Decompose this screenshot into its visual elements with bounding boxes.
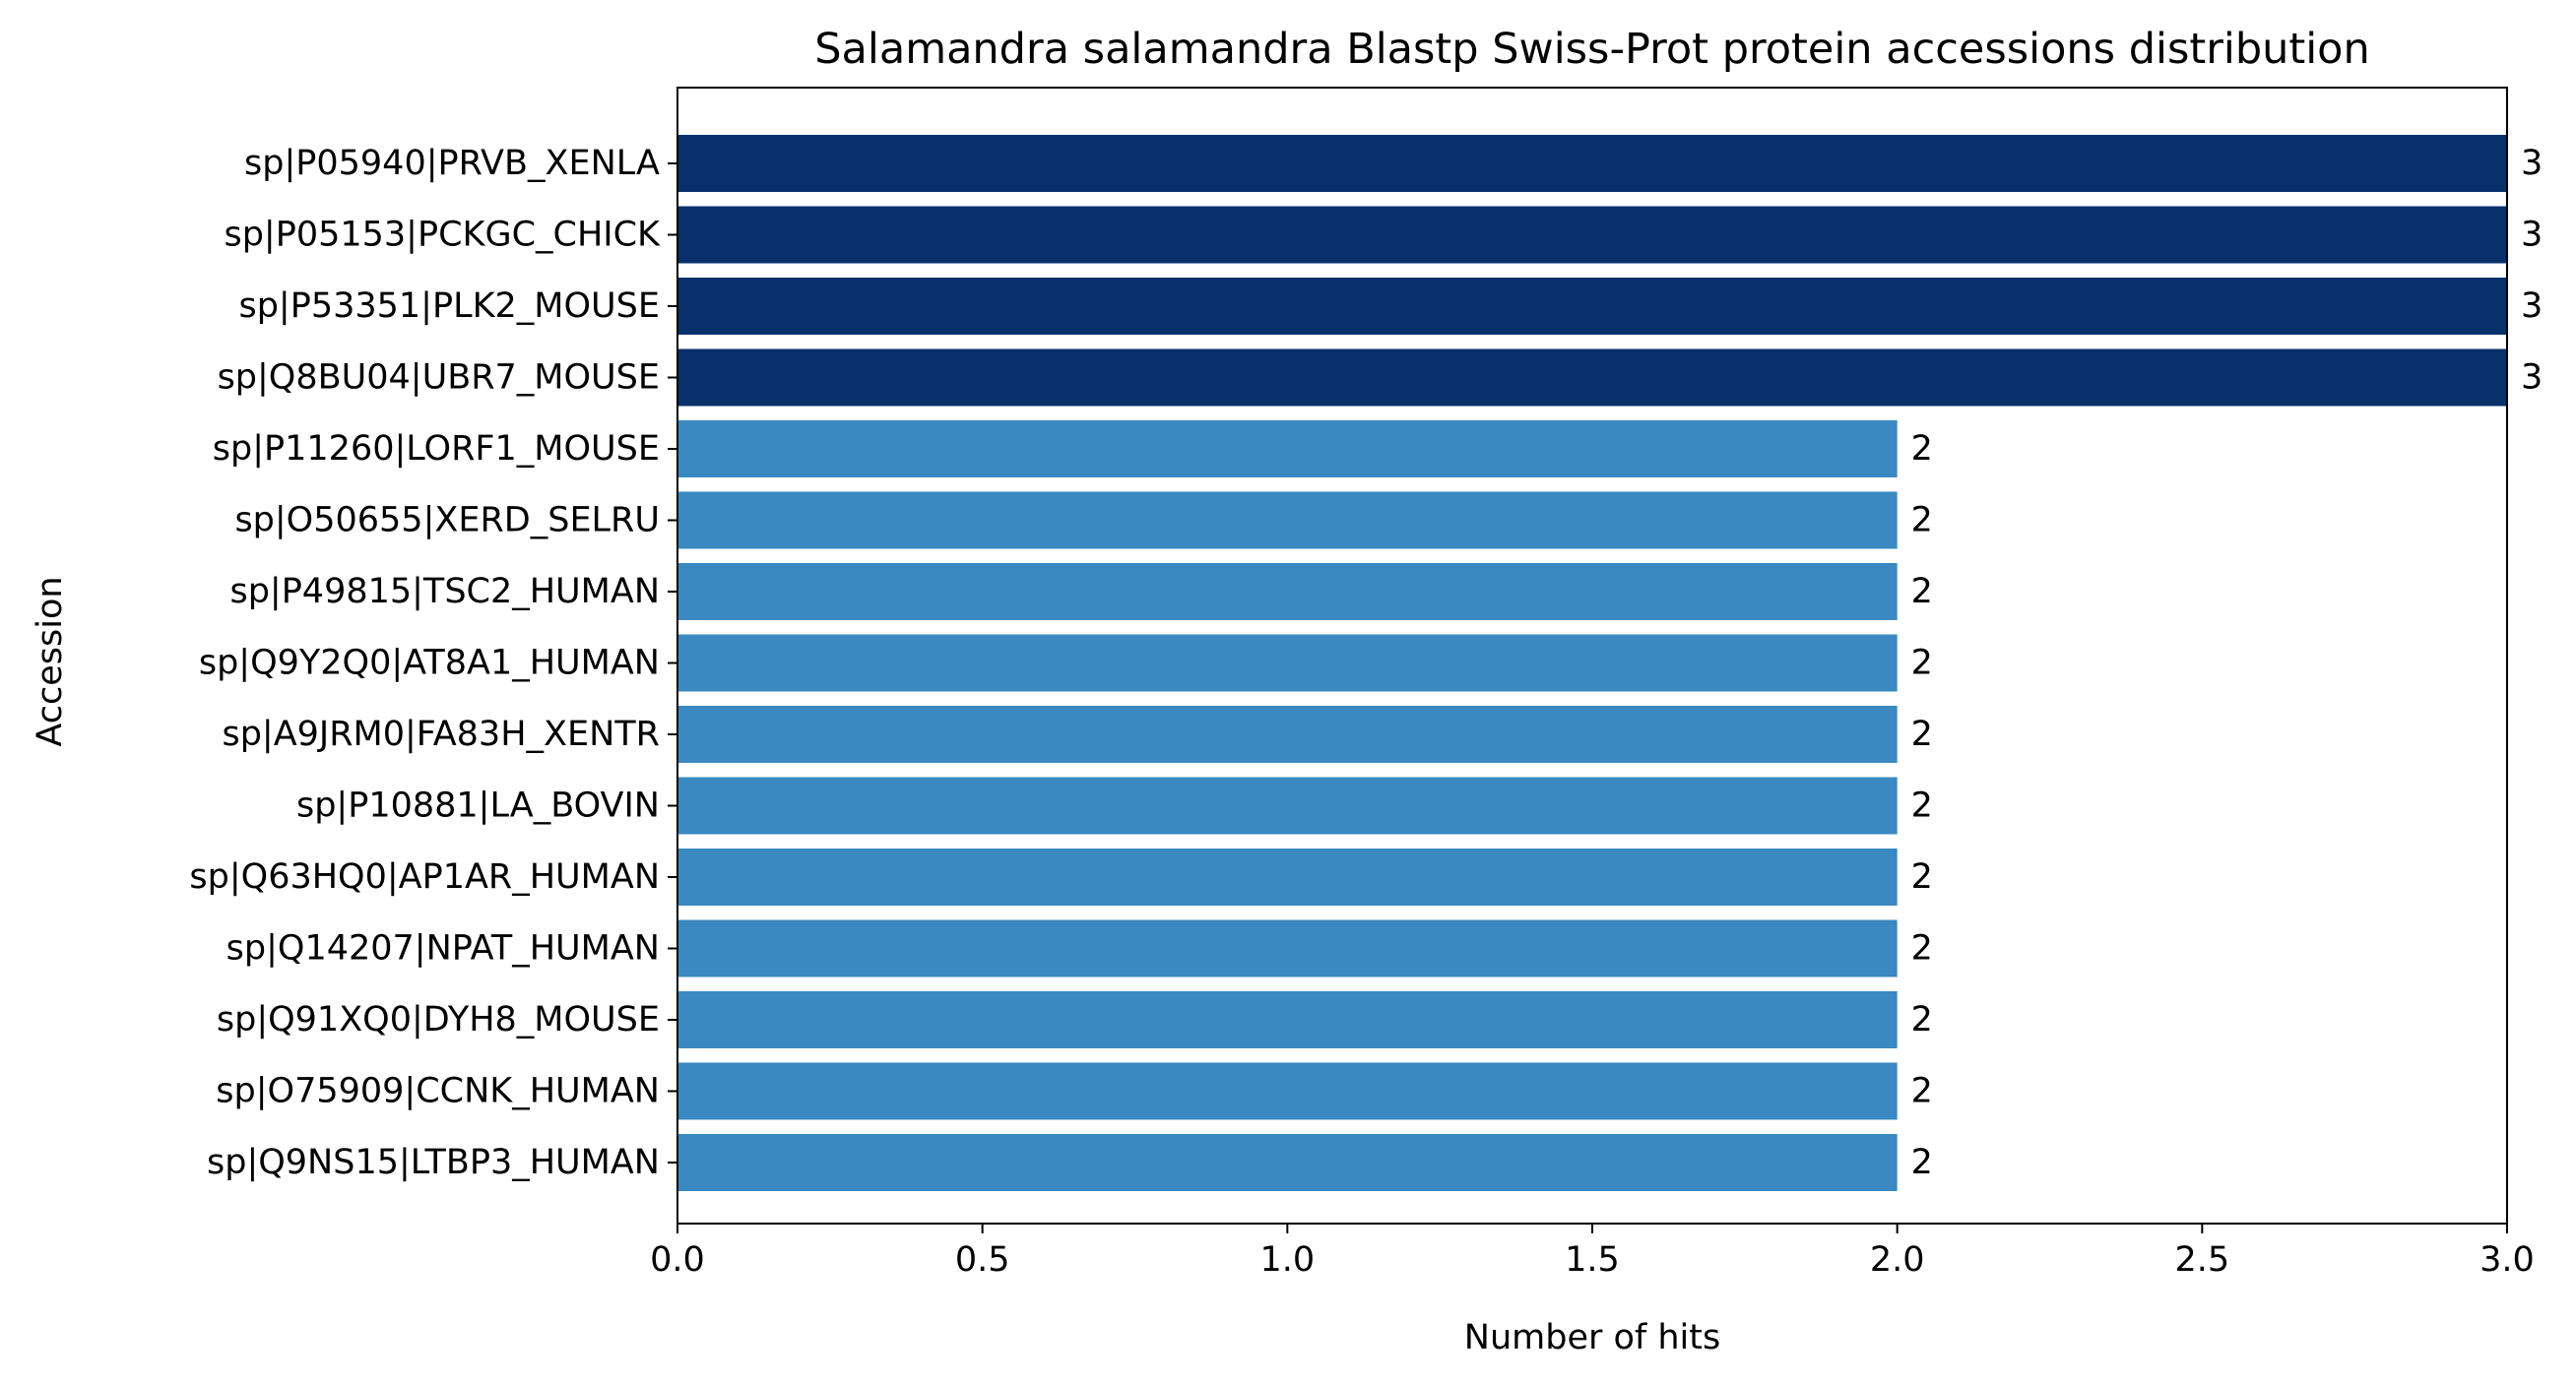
bar-value-label: 2 [1911,429,1933,469]
bar [677,1062,1898,1120]
y-tick-label: sp|Q9NS15|LTBP3_HUMAN [207,1143,660,1182]
bar [677,777,1898,835]
bar-value-label: 2 [1911,1143,1933,1182]
bar [677,206,2507,264]
x-tick-label: 0.5 [955,1240,1010,1280]
y-tick-label: sp|P11260|LORF1_MOUSE [213,429,660,469]
y-tick-label: sp|P05940|PRVB_XENLA [244,144,660,183]
x-axis-label: Number of hits [1464,1318,1720,1357]
bar [677,420,1898,477]
x-tick-label: 1.5 [1565,1240,1620,1280]
bar [677,634,1898,692]
bar-value-label: 2 [1911,857,1933,897]
bar [677,135,2507,192]
bar-value-label: 2 [1911,644,1933,683]
bars-group [677,135,2507,1191]
bar-value-label: 2 [1911,501,1933,540]
y-tick-label: sp|A9JRM0|FA83H_XENTR [222,715,660,754]
y-tick-labels: sp|P05940|PRVB_XENLA sp|P05153|PCKGC_CHIC… [189,144,677,1182]
bar-value-label: 2 [1911,715,1933,754]
y-axis-label: Accession [31,576,70,746]
y-tick-label: sp|Q14207|NPAT_HUMAN [226,929,660,969]
bar [677,348,2507,407]
y-tick-label: sp|O50655|XERD_SELRU [234,501,660,540]
bar-value-label: 3 [2521,358,2543,398]
bar [677,563,1898,620]
x-tick-label: 0.0 [650,1240,705,1280]
bar-value-label: 2 [1911,572,1933,611]
y-tick-label: sp|Q9Y2Q0|AT8A1_HUMAN [199,644,660,683]
y-tick-label: sp|Q63HQ0|AP1AR_HUMAN [189,857,660,897]
y-tick-label: sp|Q91XQ0|DYH8_MOUSE [217,1000,660,1039]
bar-value-label: 2 [1911,1000,1933,1039]
bar-value-labels: 3 3 3 3 2 2 2 2 2 2 2 2 2 2 2 [1911,144,2544,1182]
x-ticks: 0.0 0.5 1.0 1.5 2.0 2.5 3.0 [650,1224,2535,1280]
chart-title: Salamandra salamandra Blastp Swiss-Prot … [814,25,2370,74]
bar-value-label: 3 [2521,286,2543,326]
bar [677,919,1898,977]
y-tick-label: sp|Q8BU04|UBR7_MOUSE [218,358,660,398]
x-tick-label: 3.0 [2479,1240,2535,1280]
bar [677,991,1898,1048]
y-tick-label: sp|P05153|PCKGC_CHICK [224,216,661,255]
x-tick-label: 2.0 [1870,1240,1925,1280]
bar [677,491,1898,549]
x-tick-label: 1.0 [1259,1240,1315,1280]
bar-value-label: 2 [1911,1072,1933,1111]
x-tick-label: 2.5 [2174,1240,2229,1280]
y-tick-label: sp|P10881|LA_BOVIN [296,787,660,826]
bar-value-label: 2 [1911,929,1933,969]
bar [677,849,1898,906]
y-tick-label: sp|O75909|CCNK_HUMAN [216,1072,660,1111]
y-tick-label: sp|P49815|TSC2_HUMAN [229,572,660,611]
bar [677,278,2507,335]
bar [677,706,1898,763]
y-tick-label: sp|P53351|PLK2_MOUSE [238,286,660,326]
bar [677,1134,1898,1191]
bar-value-label: 3 [2521,216,2543,255]
plot-frame [676,87,2508,1225]
bar-value-label: 3 [2521,144,2543,183]
bar-value-label: 2 [1911,787,1933,826]
